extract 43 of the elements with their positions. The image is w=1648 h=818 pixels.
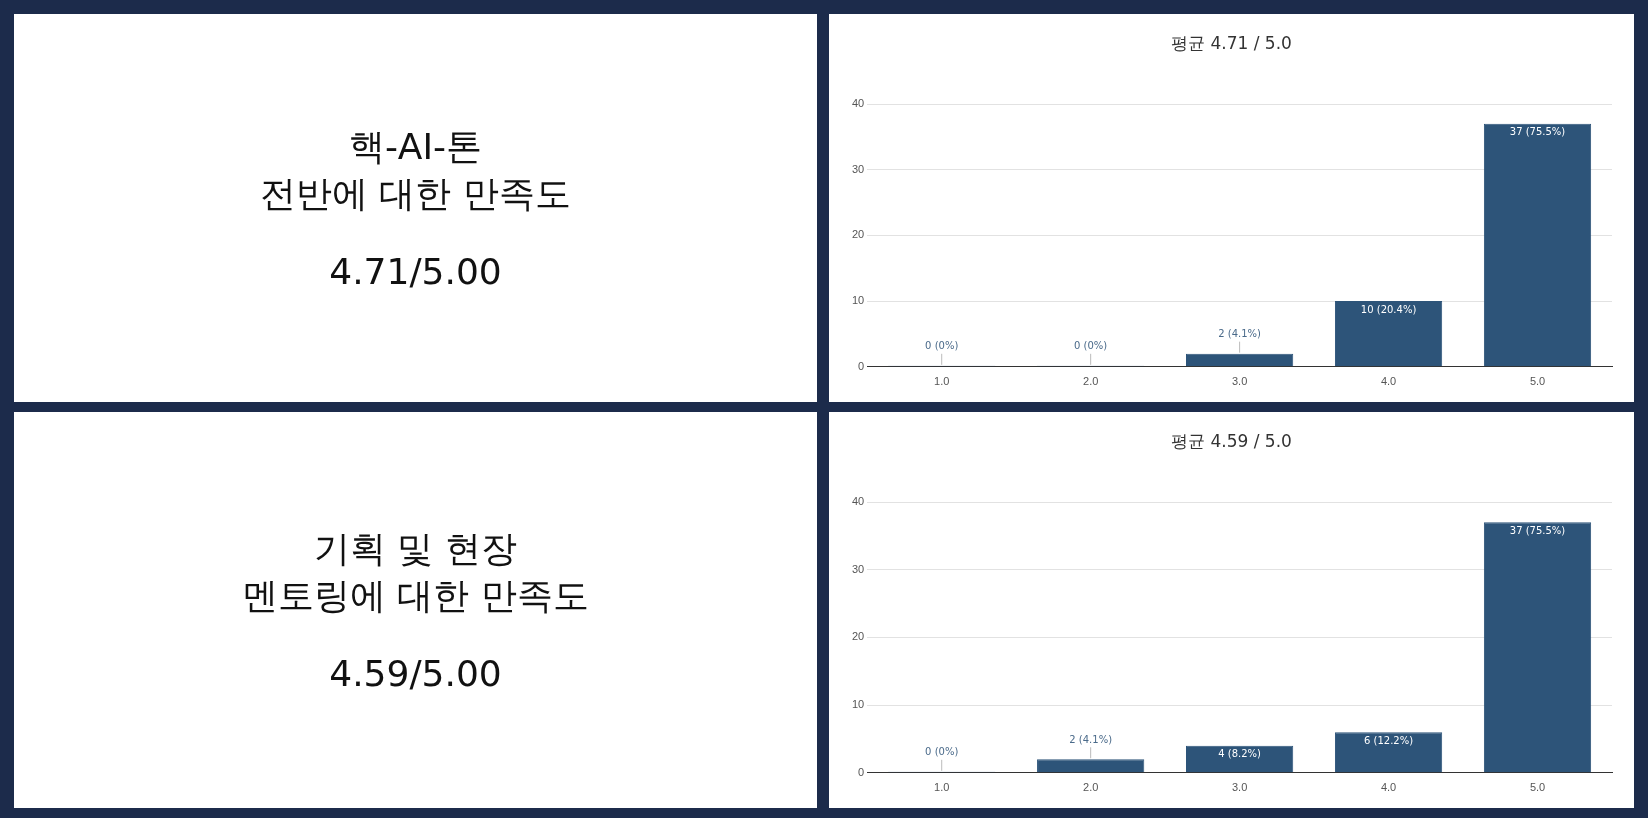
y-tick-label: 0 xyxy=(858,359,865,372)
data-label: 2 (4.1%) xyxy=(1218,328,1262,340)
data-label: 10 (20.4%) xyxy=(1360,303,1417,315)
y-tick-label: 0 xyxy=(858,765,865,778)
y-tick-label: 20 xyxy=(851,630,865,643)
bar xyxy=(1037,759,1145,773)
x-tick-label: 3.0 xyxy=(1231,375,1248,388)
data-label: 0 (0%) xyxy=(1074,340,1108,352)
y-tick-label: 10 xyxy=(851,294,865,307)
text: 핵-AI-톤 전반에 대한 만족도 xyxy=(260,124,571,216)
y-tick-label: 20 xyxy=(851,228,865,241)
x-tick-label: 2.0 xyxy=(1083,781,1099,794)
chart-title: 평균 4.71 / 5.0 xyxy=(1170,32,1293,55)
text: 4.71/5.00 xyxy=(329,251,502,293)
bar xyxy=(1185,353,1294,367)
x-tick-label: 1.0 xyxy=(934,781,950,794)
x-tick-label: 4.0 xyxy=(1380,375,1397,388)
data-label: 0 (0%) xyxy=(925,340,959,352)
text: 4.59/5.00 xyxy=(329,653,502,695)
data-label: 6 (12.2%) xyxy=(1364,734,1414,746)
data-label: 37 (75.5%) xyxy=(1509,126,1566,138)
bar xyxy=(1334,732,1443,773)
data-label: 4 (8.2%) xyxy=(1218,748,1262,760)
text: 기획 및 현장 멘토링에 대한 만족도 xyxy=(242,526,589,618)
x-tick-label: 2.0 xyxy=(1083,375,1099,388)
bar xyxy=(1185,745,1294,773)
data-label: 37 (75.5%) xyxy=(1509,524,1566,536)
chart-title: 평균 4.59 / 5.0 xyxy=(1170,430,1293,453)
bar xyxy=(1334,301,1443,367)
y-tick-label: 40 xyxy=(851,495,865,508)
y-tick-label: 10 xyxy=(851,698,865,711)
x-tick-label: 3.0 xyxy=(1231,781,1248,794)
x-tick-label: 4.0 xyxy=(1380,781,1397,794)
x-tick-label: 5.0 xyxy=(1529,781,1546,794)
data-label: 0 (0%) xyxy=(925,746,959,758)
x-tick-label: 5.0 xyxy=(1529,375,1546,388)
bar xyxy=(1483,123,1592,367)
x-tick-label: 1.0 xyxy=(934,375,950,388)
y-tick-label: 30 xyxy=(851,562,865,575)
data-label: 2 (4.1%) xyxy=(1069,733,1113,745)
y-tick-label: 30 xyxy=(851,162,865,175)
y-tick-label: 40 xyxy=(851,97,865,110)
bar xyxy=(1483,522,1592,773)
